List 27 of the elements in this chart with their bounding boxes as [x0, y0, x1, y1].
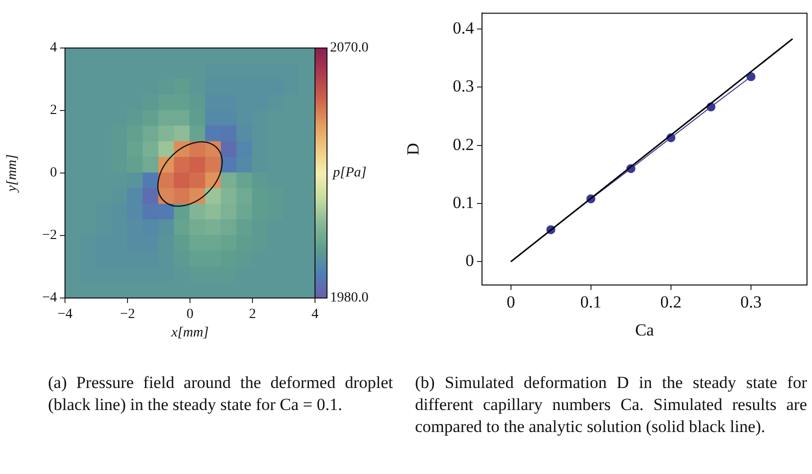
x-tick-label: 2 [249, 307, 256, 322]
x-tick-label: 0 [186, 307, 194, 322]
text: (b) Simulated deformation D in the steady state for different capillary numbers Ca. Simulated results are compared to the analytic solution (solid black line). [415, 372, 807, 438]
y-axis-title: y[mm] [5, 154, 20, 194]
x-tick-label: 0 [506, 292, 516, 312]
y-tick-label: 0.3 [452, 76, 474, 96]
y-tick-label: 0.1 [452, 192, 474, 212]
x-axis-title: Ca [635, 320, 654, 340]
x-tick-label: −2 [120, 307, 135, 322]
text: (a) Pressure field around the deformed droplet (black line) in the steady state for Ca = 0.1. [48, 372, 393, 416]
y-tick-label: 4 [50, 40, 57, 56]
x-tick-label: 0.3 [740, 292, 762, 312]
color-bar-label: 1980.0 [330, 290, 368, 306]
y-tick-label: −2 [42, 228, 57, 244]
x-axis-title: x[mm] [170, 325, 209, 340]
y-tick-label: 2 [50, 103, 57, 118]
y-axis-title: D [404, 142, 423, 156]
x-tick-label: 0.2 [660, 292, 682, 312]
y-tick-label: 0.4 [452, 18, 474, 38]
x-tick-label: 0.1 [580, 292, 602, 312]
y-tick-label: 0 [50, 166, 57, 181]
color-bar-label: 2070.0 [330, 40, 368, 56]
y-tick-label: 0.2 [452, 134, 474, 154]
y-tick-label: 0 [466, 251, 474, 270]
color-bar-title: p[Pa] [332, 166, 366, 181]
x-tick-label: 4 [312, 307, 318, 322]
point [746, 72, 756, 82]
